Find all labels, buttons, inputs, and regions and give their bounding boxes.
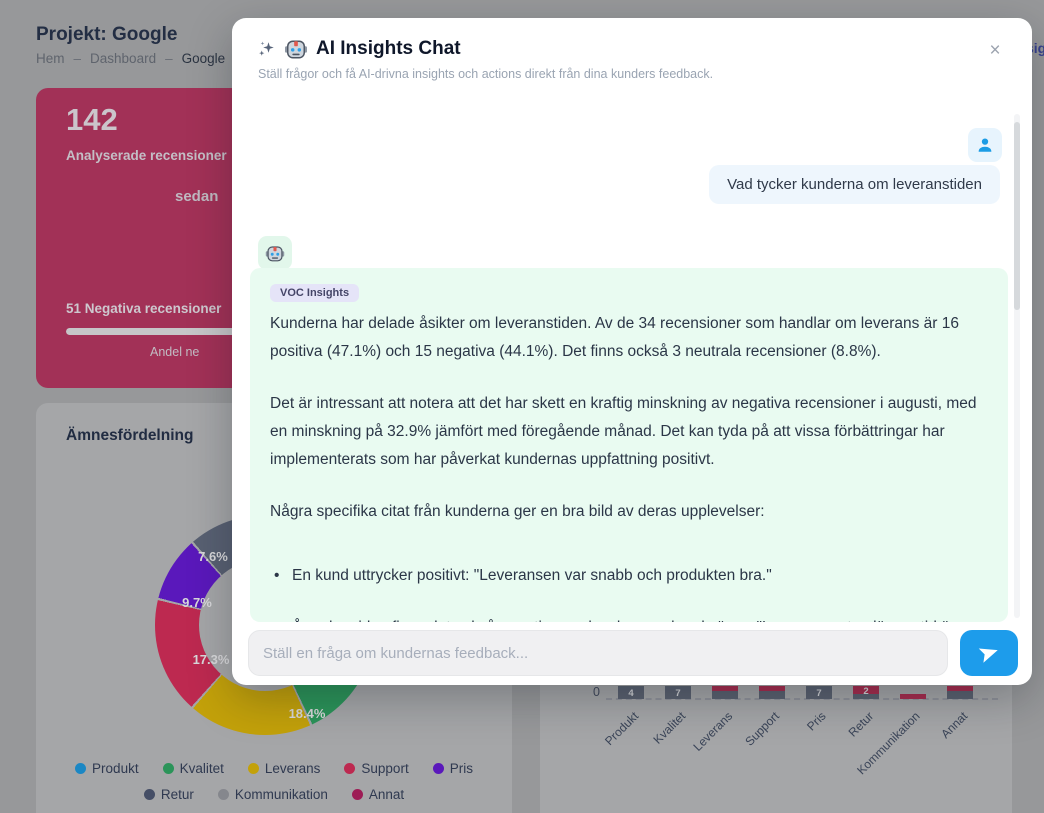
voc-insights-badge: VOC Insights bbox=[270, 284, 360, 302]
legend-dot bbox=[344, 763, 356, 774]
user-avatar bbox=[968, 128, 1002, 162]
negative-share-progressbar bbox=[66, 328, 396, 335]
robot-icon bbox=[265, 245, 285, 261]
ai-avatar bbox=[258, 236, 292, 270]
ai-bullet-clipped: Å andra sidan finns det också negativa u… bbox=[270, 614, 988, 622]
bar-category-label: Pris bbox=[804, 709, 829, 734]
legend-item-kvalitet: Kvalitet bbox=[162, 761, 224, 776]
sparkles-icon bbox=[259, 41, 274, 56]
paper-plane-icon bbox=[978, 648, 998, 663]
bar-value: 2 bbox=[863, 686, 869, 697]
bar-category-label: Leverans bbox=[690, 709, 735, 754]
breadcrumb-current: Google bbox=[181, 51, 226, 66]
ai-bullet-list: En kund uttrycker positivt: "Leveransen … bbox=[270, 562, 988, 622]
page-title: Projekt: Google bbox=[36, 24, 178, 45]
modal-subtitle: Ställ frågor och få AI-drivna insights o… bbox=[258, 67, 714, 81]
bar-category-label: Produkt bbox=[601, 709, 641, 749]
legend-item-support: Support bbox=[344, 761, 409, 776]
chat-input-row bbox=[248, 630, 1018, 676]
bar-value: 4 bbox=[628, 688, 634, 699]
negative-reviews-label: 51 Negativa recensioner bbox=[66, 301, 222, 316]
ai-paragraph: Det är intressant att notera att det har… bbox=[270, 395, 977, 468]
bar-kvalitet: 7 bbox=[665, 686, 691, 699]
bar-category-label: Retur bbox=[845, 709, 876, 740]
breadcrumb-separator: – bbox=[165, 51, 173, 66]
bar-kommunikation bbox=[900, 694, 926, 699]
legend-dot bbox=[143, 789, 155, 800]
bar-leverans bbox=[712, 686, 738, 699]
donut-legend-row-2: Retur Kommunikation Annat bbox=[36, 787, 512, 802]
ai-insights-modal: AI Insights Chat Ställ frågor och få AI-… bbox=[232, 18, 1032, 685]
breadcrumb-dashboard[interactable]: Dashboard bbox=[90, 51, 157, 66]
user-message-bubble: Vad tycker kunderna om leveranstiden bbox=[709, 165, 1000, 204]
donut-legend-row-1: Produkt Kvalitet Leverans Support Pris bbox=[36, 761, 512, 776]
bar-value: 7 bbox=[816, 688, 822, 699]
bar-retur: 2 bbox=[853, 686, 879, 699]
donut-label-pris: 9.7% bbox=[182, 595, 212, 610]
bar-axis-zero-label: 0 bbox=[593, 685, 600, 699]
bar-annat bbox=[947, 686, 973, 699]
negative-share-partial-label: Andel ne bbox=[150, 345, 200, 359]
close-icon[interactable]: × bbox=[989, 40, 1001, 61]
legend-dot bbox=[75, 763, 87, 774]
robot-icon bbox=[285, 40, 307, 59]
bar-support bbox=[759, 686, 785, 699]
donut-label-support: 17.3% bbox=[192, 652, 230, 667]
breadcrumb-separator: – bbox=[73, 51, 82, 66]
ai-bullet: En kund uttrycker positivt: "Leveransen … bbox=[270, 562, 988, 590]
modal-header: AI Insights Chat Ställ frågor och få AI-… bbox=[258, 38, 972, 81]
analyzed-reviews-value: 142 bbox=[66, 102, 118, 137]
ai-message-bubble: VOC Insights Kunderna har delade åsikter… bbox=[250, 268, 1008, 622]
analyzed-reviews-label: Analyserade recensioner bbox=[66, 148, 227, 163]
ai-paragraph: Kunderna har delade åsikter om leveranst… bbox=[270, 315, 960, 360]
chat-scrollbar[interactable] bbox=[1014, 114, 1020, 618]
chat-scrollbar-thumb[interactable] bbox=[1014, 122, 1020, 310]
legend-dot bbox=[162, 763, 174, 774]
person-icon bbox=[978, 138, 992, 152]
legend-item-retur: Retur bbox=[143, 787, 194, 802]
chat-question-input[interactable] bbox=[248, 630, 948, 676]
legend-item-kommunikation: Kommunikation bbox=[217, 787, 328, 802]
legend-dot bbox=[247, 763, 259, 774]
ai-message-text: Kunderna har delade åsikter om leveranst… bbox=[270, 310, 988, 622]
topic-distribution-title: Ämnesfördelning bbox=[66, 427, 194, 444]
donut-label-leverans: 18.4% bbox=[288, 706, 326, 721]
donut-label-retur: 7.6% bbox=[198, 549, 228, 564]
breadcrumb: Hem – Dashboard – Google bbox=[36, 51, 225, 66]
bar-pris: 7 bbox=[806, 686, 832, 699]
bar-category-label: Support bbox=[742, 709, 782, 749]
bar-category-label: Kvalitet bbox=[650, 709, 688, 747]
ai-paragraph: Några specifika citat från kunderna ger … bbox=[270, 503, 765, 520]
legend-item-produkt: Produkt bbox=[75, 761, 139, 776]
bar-category-label: Annat bbox=[937, 709, 970, 742]
bar-axis-zero-line bbox=[606, 698, 998, 700]
send-button[interactable] bbox=[960, 630, 1018, 676]
legend-item-leverans: Leverans bbox=[247, 761, 320, 776]
progressbar-fill bbox=[66, 328, 304, 335]
breadcrumb-home[interactable]: Hem bbox=[36, 51, 65, 66]
legend-dot bbox=[217, 789, 229, 800]
legend-item-annat: Annat bbox=[351, 787, 404, 802]
stat-partial-text: sedan bbox=[175, 188, 219, 205]
legend-item-pris: Pris bbox=[432, 761, 473, 776]
bar-produkt: 4 bbox=[618, 686, 644, 699]
legend-dot bbox=[432, 763, 444, 774]
legend-dot bbox=[351, 789, 363, 800]
bar-value: 7 bbox=[675, 688, 681, 699]
modal-title: AI Insights Chat bbox=[316, 38, 461, 59]
